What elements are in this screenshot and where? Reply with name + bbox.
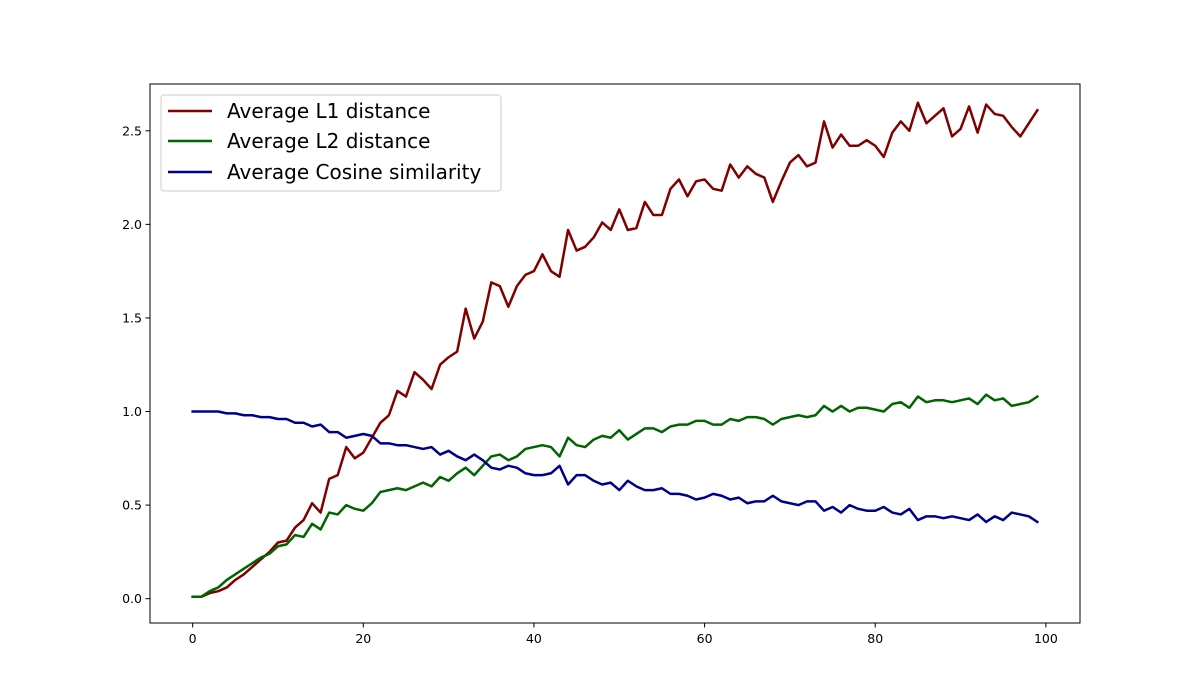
- legend-label-l1: Average L1 distance: [227, 99, 430, 123]
- y-tick-label: 1.0: [122, 404, 142, 419]
- x-axis-ticks: 0 20 40 60 80 100: [189, 623, 1058, 646]
- y-tick-label: 1.5: [122, 310, 142, 325]
- series-line-l1-distance: [191, 101, 1040, 599]
- series-line-cosine-similarity: [191, 410, 1040, 524]
- x-tick-label: 0: [189, 631, 197, 646]
- x-tick-label: 40: [526, 631, 542, 646]
- y-axis-ticks: 0.0 0.5 1.0 1.5 2.0 2.5: [122, 123, 150, 606]
- x-tick-label: 100: [1034, 631, 1058, 646]
- series-layer: [191, 101, 1040, 599]
- legend-label-cosine: Average Cosine similarity: [227, 160, 481, 184]
- legend: Average L1 distance Average L2 distance …: [160, 94, 502, 192]
- y-tick-label: 2.0: [122, 217, 142, 232]
- y-tick-label: 0.5: [122, 498, 142, 513]
- x-tick-label: 60: [697, 631, 713, 646]
- legend-box: [160, 94, 502, 192]
- x-tick-label: 20: [355, 631, 371, 646]
- x-tick-label: 80: [867, 631, 883, 646]
- plot-frame: [149, 83, 1081, 624]
- legend-label-l2: Average L2 distance: [227, 129, 430, 153]
- y-tick-label: 2.5: [122, 123, 142, 138]
- y-tick-label: 0.0: [122, 591, 142, 606]
- series-line-l2-distance: [191, 393, 1040, 599]
